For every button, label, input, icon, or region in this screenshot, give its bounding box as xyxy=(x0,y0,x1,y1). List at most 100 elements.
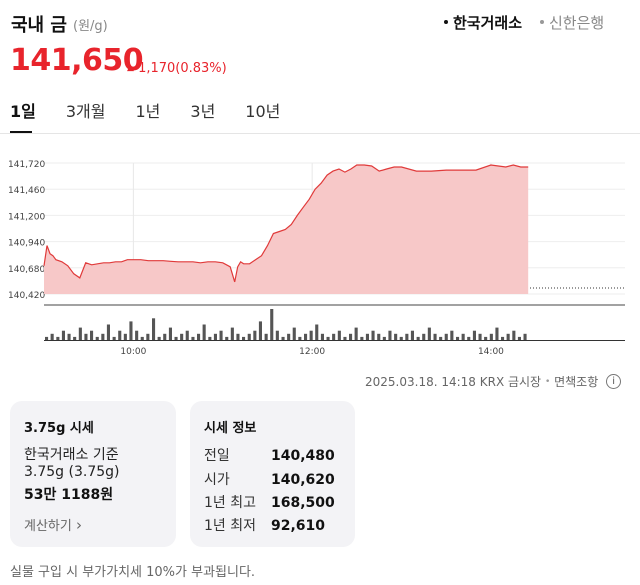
source-shinhan-label: 신한은행 xyxy=(549,14,605,32)
price-line xyxy=(43,164,529,283)
volume-bar xyxy=(191,336,195,340)
info-value: 140,620 xyxy=(271,472,335,488)
volume-bar xyxy=(456,336,460,340)
volume-bar xyxy=(337,330,341,340)
volume-bar xyxy=(472,330,476,340)
volume-bar xyxy=(326,336,330,340)
tab-1y[interactable]: 1년 xyxy=(135,102,161,121)
volume-bar xyxy=(78,327,82,340)
volume-bar xyxy=(73,336,77,340)
chevron-right-icon: › xyxy=(75,516,82,534)
volume-bar xyxy=(320,333,324,340)
volume-bar xyxy=(427,327,431,340)
volume-bar xyxy=(168,327,172,340)
up-arrow-icon: ▲ xyxy=(127,63,134,73)
volume-bar xyxy=(439,336,443,340)
volume-bar xyxy=(315,324,319,340)
volume-bar xyxy=(360,336,364,340)
price-info-title: 시세 정보 xyxy=(204,421,257,436)
volume-bar xyxy=(512,330,516,340)
volume-bar xyxy=(506,333,510,340)
y-tick-label: 140,680 xyxy=(8,265,45,275)
tab-10y[interactable]: 10년 xyxy=(245,102,281,121)
active-tab-indicator xyxy=(10,131,32,133)
volume-bar xyxy=(45,336,49,340)
x-tick-label: 12:00 xyxy=(299,347,325,357)
volume-bar xyxy=(365,333,369,340)
tab-1d[interactable]: 1일 xyxy=(10,102,36,121)
source-shinhan-tab[interactable]: 신한은행 xyxy=(540,12,604,33)
volume-bar xyxy=(478,333,482,340)
volume-bar xyxy=(309,330,313,340)
change-percent: (0.83%) xyxy=(175,61,227,76)
disclaimer-link[interactable]: 면책조항 xyxy=(554,375,599,389)
tabs-divider xyxy=(0,133,640,134)
volume-bar xyxy=(287,333,291,340)
info-label: 1년 최고 xyxy=(204,495,256,511)
volume-bar xyxy=(152,318,156,340)
y-axis: 141,720 141,460 141,200 140,940 140,680 140,4… xyxy=(8,160,45,301)
price-series xyxy=(43,164,529,294)
y-tick-label: 140,420 xyxy=(8,291,45,301)
volume-bar xyxy=(405,333,409,340)
volume-bar xyxy=(118,330,122,340)
volume-bar xyxy=(247,333,251,340)
volume-bar xyxy=(129,321,133,340)
volume-bar xyxy=(208,336,212,340)
volume-bar xyxy=(123,333,127,340)
volume-bar xyxy=(67,333,71,340)
volume-bar xyxy=(382,336,386,340)
volume-bar xyxy=(95,336,99,340)
volume-bar xyxy=(213,333,217,340)
separator-dot-icon: • xyxy=(544,377,551,387)
weight-price-card: 3.75g 시세 한국거래소 기준 3.75g (3.75g) 53만 1188… xyxy=(10,401,176,547)
source-krx-tab[interactable]: 한국거래소 xyxy=(444,12,522,33)
info-value: 140,480 xyxy=(271,448,335,464)
timestamp: 2025.03.18. 14:18 KRX 금시장 xyxy=(365,375,542,389)
volume-bar xyxy=(399,336,403,340)
info-value: 92,610 xyxy=(271,518,326,534)
volume-bar xyxy=(236,333,240,340)
volume-bar xyxy=(61,330,65,340)
volume-bar xyxy=(157,336,161,340)
volume-bar xyxy=(444,333,448,340)
volume-bar xyxy=(343,336,347,340)
tab-3m[interactable]: 3개월 xyxy=(65,102,106,121)
volume-bar xyxy=(253,330,257,340)
calculate-label: 계산하기 xyxy=(24,519,72,534)
info-icon[interactable]: i xyxy=(606,374,622,389)
volume-bar xyxy=(354,327,358,340)
volume-bar xyxy=(332,333,336,340)
info-row-open: 시가 140,620 xyxy=(204,469,344,489)
price-chart[interactable]: 141,720 141,460 141,200 140,940 140,680 140,4… xyxy=(0,140,640,365)
volume-bar xyxy=(304,333,308,340)
tab-3y[interactable]: 3년 xyxy=(190,102,216,121)
basis-label: 한국거래소 기준 xyxy=(24,447,119,463)
volume-bar xyxy=(484,336,488,340)
volume-bar xyxy=(495,327,499,340)
info-row-prev: 전일 140,480 xyxy=(204,445,344,465)
volume-bar xyxy=(135,330,139,340)
volume-bar xyxy=(112,336,116,340)
volume-bar xyxy=(281,336,285,340)
source-krx-label: 한국거래소 xyxy=(453,14,523,32)
volume-bar xyxy=(197,333,201,340)
volume-bar xyxy=(185,330,189,340)
volume-bar xyxy=(388,330,392,340)
unit-label: (원/g) xyxy=(73,19,108,34)
volume-bar xyxy=(174,336,178,340)
y-tick-label: 141,720 xyxy=(8,160,45,170)
info-row-high: 1년 최고 168,500 xyxy=(204,492,344,512)
volume-bar xyxy=(461,333,465,340)
weight-price-title: 3.75g 시세 xyxy=(24,421,94,436)
volume-bar xyxy=(225,336,229,340)
calculate-button[interactable]: 계산하기 › xyxy=(24,515,82,534)
price-info-card: 시세 정보 전일 140,480 시가 140,620 1년 최고 168,500 1… xyxy=(190,401,355,547)
volume-bar xyxy=(146,333,150,340)
volume-bar xyxy=(275,330,279,340)
y-tick-label: 141,460 xyxy=(8,186,45,196)
info-label: 전일 xyxy=(204,448,230,464)
volume-bar xyxy=(202,324,206,340)
volume-bar xyxy=(140,336,144,340)
volume-bar xyxy=(230,327,234,340)
